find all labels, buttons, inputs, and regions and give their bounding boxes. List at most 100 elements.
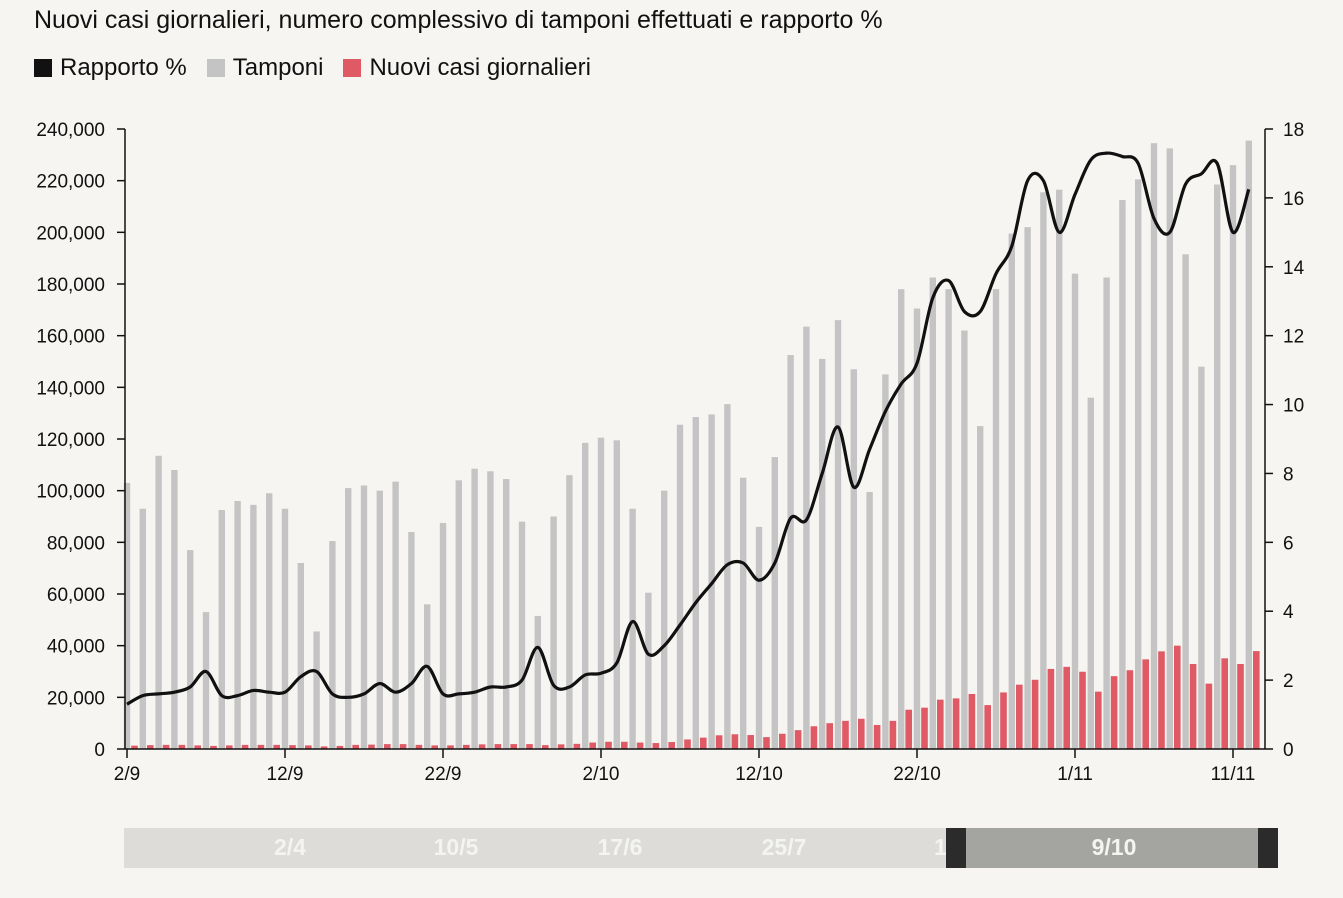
y-left-tick-label: 120,000 [36,430,105,451]
y-left-tick-label: 40,000 [47,637,105,658]
time-range-brush[interactable]: 2/4 10/5 17/6 25/7 1/9 9/10 [124,828,1278,868]
bar-tamponi [961,330,968,749]
bar-nuovi-casi [668,742,675,749]
bar-tamponi [1087,397,1094,749]
y-right-tick-label: 6 [1283,533,1294,554]
bar-nuovi-casi [700,737,707,749]
bar-tamponi [297,563,304,749]
bar-tamponi [740,477,747,749]
bar-nuovi-casi [226,745,233,749]
bar-tamponi [613,440,620,749]
bar-nuovi-casi [1253,651,1260,749]
bar-tamponi [408,532,415,749]
bar-nuovi-casi [557,744,565,749]
bar-nuovi-casi [510,744,517,749]
brush-handle-right[interactable] [1258,828,1278,868]
bar-tamponi [1229,165,1237,749]
legend-swatch-tamponi [206,59,225,77]
bar-nuovi-casi [368,744,375,749]
bar-nuovi-casi [779,733,786,749]
bar-nuovi-casi [1158,651,1165,749]
bar-tamponi [566,475,573,749]
bar-tamponi [313,631,320,749]
y-left-tick-label: 160,000 [36,327,105,348]
bar-nuovi-casi [1221,658,1228,749]
bar-tamponi [471,468,478,749]
y-right-tick-label: 10 [1283,396,1304,417]
brush-label-25-7: 25/7 [761,834,807,860]
bar-tamponi [218,510,225,749]
bar-nuovi-casi [652,743,660,749]
bar-tamponi [803,326,810,749]
bar-tamponi [992,289,1000,749]
bar-nuovi-casi [794,730,802,749]
bar-tamponi [518,521,526,749]
y-right-tick-label: 2 [1283,671,1294,692]
bar-nuovi-casi [257,744,265,749]
bar-nuovi-casi [636,742,644,749]
bar-nuovi-casi [447,745,454,749]
bar-nuovi-casi [1047,668,1055,749]
chart-title: Nuovi casi giornalieri, numero complessi… [34,6,883,34]
x-tick-label: 12/9 [267,764,304,785]
x-tick-label: 2/9 [114,764,140,785]
y-left-tick-label: 240,000 [36,120,105,141]
bar-nuovi-casi [715,735,723,749]
bar-nuovi-casi [526,744,533,749]
bar-tamponi [1119,200,1126,749]
brush-label-17-6: 17/6 [597,834,643,860]
bar-nuovi-casi [1016,684,1023,749]
brush-selection[interactable] [946,828,1278,868]
bar-nuovi-casi [1079,671,1086,749]
bar-nuovi-casi [210,745,217,749]
legend-item-nuovi-casi: Nuovi casi giornalieri [343,54,591,82]
bar-tamponi [882,374,889,749]
bar-nuovi-casi [968,693,976,749]
bar-tamponi [455,480,462,749]
bar-nuovi-casi [1174,645,1181,749]
x-tick-label: 22/9 [425,764,462,785]
bar-nuovi-casi [1237,664,1244,749]
bar-tamponi [898,289,905,749]
bar-nuovi-casi [684,739,691,749]
bar-tamponi [645,592,652,749]
legend-label-nuovi-casi: Nuovi casi giornalieri [369,54,591,81]
bar-tamponi [1245,140,1252,749]
bar-nuovi-casi [194,745,201,749]
bar-nuovi-casi [573,743,581,749]
bar-nuovi-casi [1000,692,1007,749]
brush-handle-left[interactable] [946,828,966,868]
bar-nuovi-casi [605,741,612,749]
bar-tamponi [534,615,541,749]
bar-nuovi-casi [984,705,991,749]
legend-item-rapporto: Rapporto % [34,54,187,82]
bar-tamponi [629,508,636,749]
bar-tamponi [1103,277,1110,749]
bar-tamponi [281,508,289,749]
bar-nuovi-casi [621,741,628,749]
y-left-tick-label: 20,000 [47,688,105,709]
bar-tamponi [676,424,684,749]
bar-nuovi-casi [384,744,391,749]
bar-nuovi-casi [178,744,186,749]
bar-nuovi-casi [858,718,865,749]
bar-nuovi-casi [478,744,486,749]
x-tick-label: 11/11 [1211,764,1256,785]
bar-nuovi-casi [1095,691,1102,749]
bar-tamponi [234,501,241,749]
bar-tamponi [597,437,605,749]
x-tick-label: 1/11 [1057,764,1093,785]
bar-nuovi-casi [162,744,170,749]
bar-tamponi [503,479,510,749]
bar-tamponi [266,493,273,749]
bar-tamponi [155,455,162,749]
bar-nuovi-casi [889,720,897,749]
bar-tamponi [1056,189,1063,750]
bar-nuovi-casi [1189,664,1197,749]
bar-nuovi-casi [131,745,138,749]
bar-tamponi [250,504,257,749]
bar-tamponi [771,457,778,749]
y-left-tick-label: 220,000 [36,172,105,193]
x-tick-label: 2/10 [583,764,620,785]
bar-nuovi-casi [763,737,770,749]
